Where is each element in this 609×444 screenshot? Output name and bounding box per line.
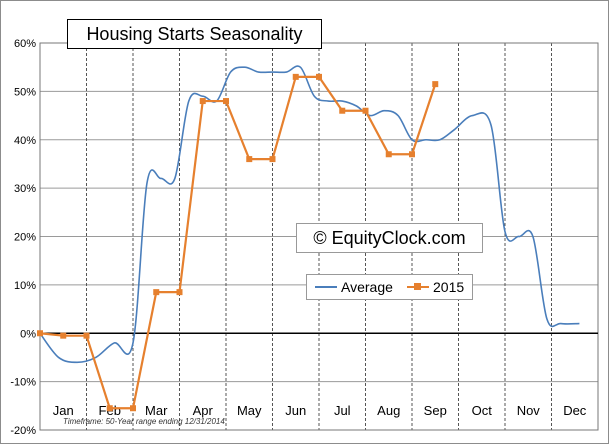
y-tick-label: 60% [14, 38, 36, 50]
y-tick-label: 20% [14, 232, 36, 244]
series-2015-point [292, 73, 299, 80]
month-label: Oct [472, 403, 493, 418]
y-tick-label: -10% [10, 377, 36, 389]
month-label: Aug [377, 403, 400, 418]
series-2015-point [269, 156, 276, 163]
series-2015-point [176, 289, 183, 296]
month-label: Nov [517, 403, 541, 418]
y-tick-label: 50% [14, 86, 36, 98]
legend-marker-2015 [414, 283, 421, 290]
legend-label-2015: 2015 [433, 279, 465, 295]
series-2015-point [60, 332, 67, 339]
series-2015-point [106, 405, 113, 412]
axis-layer: -20%-10%0%10%20%30%40%50%60%JanFebMarApr… [10, 38, 599, 437]
series-layer [37, 65, 580, 412]
series-2015-line [39, 75, 437, 410]
legend: Average 2015 [306, 274, 473, 300]
series-2015-point [409, 151, 415, 158]
series-2015-point [83, 332, 90, 339]
month-label: Dec [563, 403, 587, 418]
series-2015-point [385, 151, 392, 158]
month-label: Apr [193, 403, 214, 418]
series-2015-point [130, 405, 136, 412]
month-label: Sep [424, 403, 447, 418]
y-tick-label: 30% [14, 183, 36, 195]
month-label: Jun [285, 403, 306, 418]
y-tick-label: 10% [14, 280, 36, 292]
month-label: Jan [53, 403, 74, 418]
month-label: Mar [145, 403, 168, 418]
month-label: Jul [334, 403, 351, 418]
series-2015-point [339, 107, 346, 114]
timeframe-footnote: Timeframe: 50-Year range ending 12/31/20… [63, 417, 225, 426]
series-2015-point [153, 289, 160, 296]
series-2015-point [223, 98, 229, 105]
series-2015-point [362, 107, 369, 114]
series-2015-point [316, 73, 322, 80]
series-2015-point [432, 81, 439, 88]
legend-label-average: Average [341, 279, 393, 295]
series-average-line [39, 65, 580, 364]
series-2015-point [37, 330, 43, 337]
month-label: May [237, 403, 262, 418]
watermark-label: © EquityClock.com [296, 223, 483, 253]
series-2015-point [199, 98, 206, 105]
y-tick-label: 40% [14, 135, 36, 147]
y-tick-label: -20% [10, 425, 36, 437]
legend-swatch-average [315, 286, 337, 288]
y-tick-label: 0% [20, 328, 36, 340]
series-2015-point [246, 156, 253, 163]
chart-title: Housing Starts Seasonality [67, 19, 322, 49]
